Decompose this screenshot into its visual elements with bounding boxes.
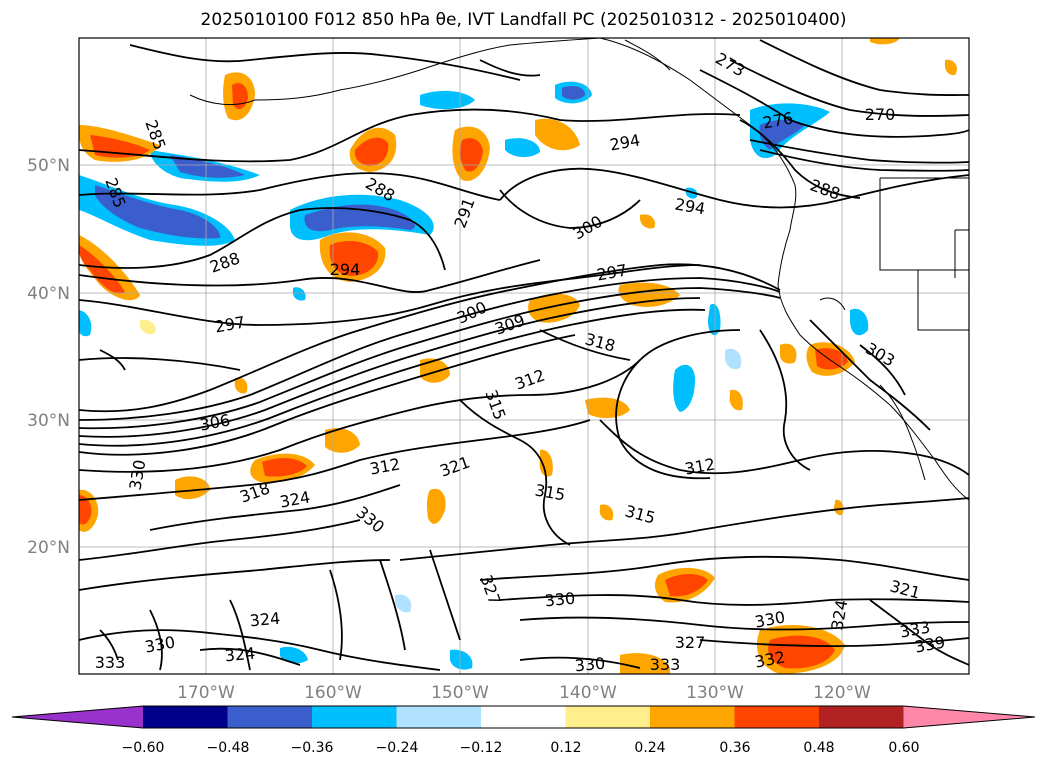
lat-tick-label: 20°N — [27, 538, 70, 558]
contour-label: 324 — [224, 644, 256, 666]
contour-label: 333 — [650, 655, 681, 674]
longitude-labels: 170°W 160°W 150°W 140°W 130°W 120°W — [177, 683, 871, 703]
colorbar — [11, 705, 1036, 729]
colorbar-segment — [734, 706, 820, 728]
contour-label: 330 — [544, 589, 576, 611]
colorbar-segment — [396, 706, 482, 728]
colorbar-extension-high — [903, 706, 1035, 728]
colorbar-labels: −0.60 −0.48 −0.36 −0.24 −0.12 0.12 0.24 … — [122, 740, 920, 756]
colorbar-tick-label: 0.48 — [803, 740, 834, 756]
colorbar-tick-label: 0.36 — [719, 740, 750, 756]
contour-label: 333 — [95, 653, 126, 672]
lat-tick-label: 40°N — [27, 284, 70, 304]
map-title: 2025010100 F012 850 hPa θe, IVT Landfall… — [200, 10, 847, 30]
contours — [78, 39, 970, 671]
lon-tick-label: 130°W — [686, 683, 744, 703]
shaded-patches — [79, 38, 957, 674]
contour-label: 324 — [249, 609, 281, 631]
latitude-labels: 50°N 40°N 30°N 20°N — [27, 156, 70, 558]
lon-tick-label: 170°W — [177, 683, 235, 703]
colorbar-tick-label: −0.60 — [122, 740, 165, 756]
colorbar-segment — [143, 706, 228, 728]
colorbar-outline — [11, 705, 1036, 729]
lat-tick-label: 30°N — [27, 411, 70, 431]
contour-label: 294 — [330, 260, 361, 279]
colorbar-tick-label: 0.24 — [634, 740, 665, 756]
colorbar-segment — [312, 706, 397, 728]
lon-tick-label: 150°W — [431, 683, 489, 703]
contour-label: 327 — [675, 633, 706, 652]
colorbar-tick-label: −0.36 — [291, 740, 334, 756]
colorbar-tick-label: −0.24 — [376, 740, 419, 756]
colorbar-segment — [650, 706, 735, 728]
colorbar-tick-label: 0.12 — [550, 740, 581, 756]
colorbar-segment — [481, 706, 566, 728]
contour-label: 330 — [574, 654, 606, 676]
colorbar-tick-label: 0.60 — [888, 740, 919, 756]
coastlines — [189, 37, 970, 501]
colorbar-segment — [227, 706, 313, 728]
lat-tick-label: 50°N — [27, 156, 70, 176]
colorbar-extension-low — [12, 706, 143, 728]
colorbar-tick-label: −0.12 — [460, 740, 503, 756]
colorbar-segment — [565, 706, 651, 728]
lon-tick-label: 140°W — [559, 683, 617, 703]
graticule — [79, 38, 969, 674]
map-frame — [78, 37, 970, 675]
lon-tick-label: 160°W — [304, 683, 362, 703]
lon-tick-label: 120°W — [813, 683, 871, 703]
colorbar-tick-label: −0.48 — [207, 740, 250, 756]
colorbar-segment — [819, 706, 904, 728]
contour-label: 270 — [865, 105, 896, 124]
